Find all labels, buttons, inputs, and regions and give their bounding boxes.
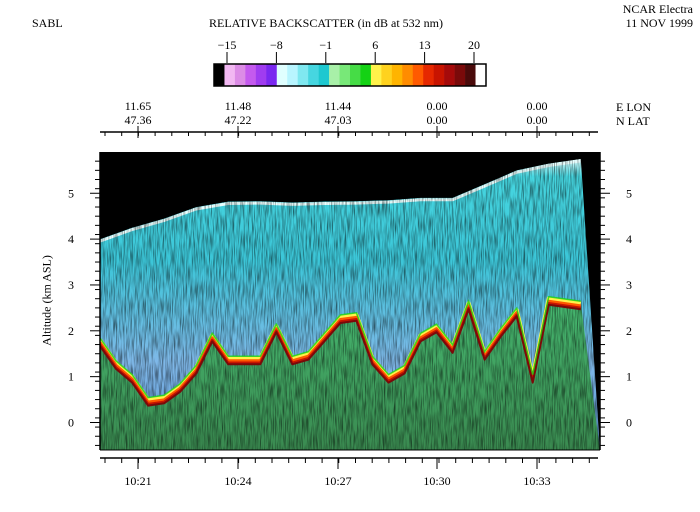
colorbar-swatch	[234, 64, 246, 86]
colorbar-swatch	[412, 64, 424, 86]
y-tick-label: 1	[626, 370, 632, 384]
x-tick-label: 10:21	[124, 474, 151, 488]
colorbar-swatch	[391, 64, 403, 86]
colorbar	[213, 63, 487, 87]
colorbar-swatch	[475, 64, 487, 86]
y-axis-label: Altitude (km ASL)	[39, 255, 54, 346]
colorbar-swatch	[276, 64, 288, 86]
colorbar-tick-label: 20	[468, 38, 480, 52]
y-tick-label: 0	[68, 415, 74, 429]
colorbar-tick-label: −1	[319, 38, 332, 52]
lat-value: 47.03	[325, 113, 352, 127]
altitude-axes: 0 0 1 1 2 2 3 3 4 4 5 5	[68, 152, 632, 450]
lat-value: 0.00	[427, 113, 448, 127]
plot-area	[100, 152, 600, 451]
y-tick-label: 5	[68, 186, 74, 200]
lat-value: 0.00	[527, 113, 548, 127]
plot-clip	[100, 152, 600, 450]
y-tick-label: 3	[626, 278, 632, 292]
colorbar-swatch	[381, 64, 393, 86]
x-tick-label: 10:27	[324, 474, 351, 488]
y-tick-label: 4	[626, 232, 632, 246]
colorbar-swatch	[433, 64, 445, 86]
lon-value: 11.44	[325, 99, 352, 113]
colorbar-swatch	[350, 64, 361, 86]
lon-value: 0.00	[427, 99, 448, 113]
lon-value: 11.65	[125, 99, 152, 113]
colorbar-tick-label: −15	[218, 38, 237, 52]
y-tick-label: 5	[626, 186, 632, 200]
aerosol-top-halo	[100, 295, 581, 399]
x-tick-label: 10:24	[224, 474, 251, 488]
y-tick-label: 2	[626, 324, 632, 338]
colorbar-swatch	[224, 64, 236, 86]
chart-title: RELATIVE BACKSCATTER (in dB at 532 nm)	[209, 16, 443, 30]
colorbar-tick-label: −8	[270, 38, 283, 52]
x-tick-label: 10:30	[423, 474, 450, 488]
above-aircraft	[100, 152, 600, 240]
colorbar-tick-label: 6	[372, 38, 378, 52]
colorbar-swatch	[454, 64, 466, 86]
colorbar-swatch	[339, 64, 351, 86]
x-tick-label: 10:33	[523, 474, 550, 488]
colorbar-swatch	[370, 64, 382, 86]
colorbar-swatch	[329, 64, 340, 86]
colorbar-swatch	[214, 64, 225, 86]
colorbar-swatch	[402, 64, 414, 86]
lat-value: 47.36	[125, 113, 152, 127]
colorbar-swatch	[245, 64, 257, 86]
lat-value: 47.22	[225, 113, 252, 127]
colorbar-swatch	[360, 64, 372, 86]
aerosol-top-edge	[100, 303, 581, 407]
lon-lat-axis: 11.6547.3611.4847.2211.4447.030.000.000.…	[100, 99, 598, 138]
lon-value: 0.00	[527, 99, 548, 113]
colorbar-swatch	[287, 64, 298, 86]
colorbar-swatch	[465, 64, 476, 86]
time-axis: 10:21 10:24 10:27 10:30 10:33	[100, 457, 598, 488]
date-label: 11 NOV 1999	[625, 16, 693, 30]
colorbar-swatch	[297, 64, 309, 86]
colorbar-swatch	[444, 64, 455, 86]
colorbar-swatch	[423, 64, 434, 86]
colorbar-ticks: −15 −8 −1 6 13 20	[218, 38, 480, 63]
lon-value: 11.48	[225, 99, 252, 113]
y-tick-label: 1	[68, 370, 74, 384]
y-tick-label: 2	[68, 324, 74, 338]
colorbar-frame	[213, 63, 487, 87]
y-tick-label: 3	[68, 278, 74, 292]
lat-axis-label: N LAT	[616, 114, 650, 128]
lon-axis-label: E LON	[616, 100, 651, 114]
instrument-label: SABL	[32, 16, 63, 30]
y-tick-label: 4	[68, 232, 74, 246]
colorbar-swatch	[308, 64, 319, 86]
colorbar-swatch	[255, 64, 267, 86]
colorbar-swatch	[318, 64, 330, 86]
y-tick-label: 0	[626, 415, 632, 429]
colorbar-swatch	[266, 64, 278, 86]
platform-label: NCAR Electra	[622, 2, 693, 16]
colorbar-tick-label: 13	[419, 38, 431, 52]
